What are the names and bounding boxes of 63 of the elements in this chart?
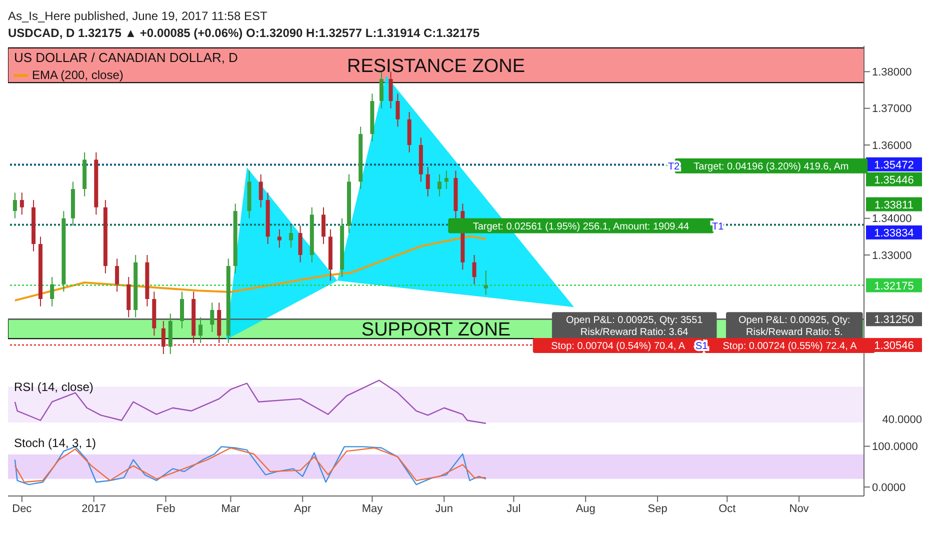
- x-tick-label: Dec: [12, 502, 32, 515]
- ref-line-label: 1.33811: [874, 199, 914, 212]
- candlestick: [20, 192, 24, 216]
- ref-line-label: 1.33834: [874, 227, 914, 240]
- y-tick-label: 100.0000: [872, 441, 918, 454]
- chart-title: US DOLLAR / CANADIAN DOLLAR, D: [14, 50, 238, 65]
- candlestick: [444, 170, 448, 190]
- annotation: Stop: 0.00704 (0.54%) 70.4, A: [551, 340, 686, 352]
- y-tick-label: 0.0000: [872, 482, 906, 494]
- x-tick-label: Apr: [294, 502, 312, 515]
- candlestick: [426, 166, 430, 197]
- ref-line-label: 1.35446: [874, 174, 914, 186]
- annotation: Target: 0.02561 (1.95%) 256.1, Amount: 1909.44: [472, 221, 690, 232]
- candlestick: [161, 320, 166, 354]
- candlestick: [50, 276, 54, 307]
- chart-title: RSI (14, close): [14, 380, 94, 394]
- candlestick: [298, 225, 302, 263]
- ref-line-label: 1.35472: [874, 159, 914, 172]
- annotation: Stop: 0.00724 (0.55%) 72.4, A: [722, 340, 858, 352]
- annotation: Open P&L: 0.00925, Qty: 3551 Risk/Reward Ratio: 3.64: [566, 315, 704, 338]
- x-tick-label: Nov: [789, 502, 810, 515]
- band-label: RESISTANCE ZONE: [346, 56, 526, 77]
- x-tick-label: May: [362, 502, 384, 515]
- annotation: Target: 0.04196 (3.20%) 419.6, Am: [694, 161, 849, 172]
- candlestick: [12, 192, 17, 219]
- x-tick-label: Mar: [221, 502, 241, 515]
- x-tick-label: Jun: [435, 502, 453, 515]
- x-tick-label: Jul: [506, 502, 521, 515]
- x-tick-label: Oct: [718, 502, 736, 515]
- candlestick: [115, 258, 120, 292]
- candlestick: [198, 316, 203, 344]
- legend-label: EMA (200, close): [32, 68, 124, 82]
- candlestick: [258, 174, 263, 208]
- x-tick-label: Sep: [648, 502, 668, 515]
- y-tick-label: 1.33000: [872, 250, 912, 262]
- candlestick: [180, 291, 184, 329]
- candlestick: [396, 93, 400, 128]
- candlestick: [437, 174, 442, 197]
- text: As_Is_Here published, June 19, 2017 11:58 EST: [8, 8, 268, 25]
- candlestick: [321, 206, 326, 244]
- annotation: Open P&L: 0.00925, Qty: Risk/Reward Ratio: 5.: [738, 315, 850, 338]
- y-tick-label: 1.37000: [872, 103, 912, 116]
- x-tick-label: Aug: [576, 502, 596, 515]
- text: 40.0000: [882, 414, 922, 426]
- candlestick: [289, 225, 294, 248]
- chart-subtitle: USDCAD, D 1.32175 ▲ +0.00085 (+0.06%) O:1.32090 H:1.32577 L:1.31914 C:1.32175: [8, 25, 480, 42]
- y-tick-label: 1.38000: [872, 66, 912, 79]
- candlestick: [472, 254, 476, 285]
- candlestick: [210, 302, 214, 332]
- line-series: [14, 235, 487, 302]
- chart-title: Stoch (14, 3, 1): [14, 436, 96, 450]
- y-tick-label: 1.36000: [872, 140, 912, 152]
- ref-line-label: 1.32175: [874, 280, 914, 292]
- ref-line-label: 1.30546: [874, 340, 914, 352]
- candlestick: [379, 71, 384, 109]
- candlestick: [388, 71, 393, 109]
- ref-line-label: 1.31250: [874, 314, 914, 326]
- band-label: SUPPORT ZONE: [361, 320, 511, 341]
- candlestick: [277, 228, 282, 248]
- x-tick-label: Feb: [156, 502, 176, 515]
- y-tick-label: 1.34000: [872, 213, 912, 226]
- candlestick: [484, 270, 488, 296]
- x-tick-label: 2017: [82, 502, 106, 515]
